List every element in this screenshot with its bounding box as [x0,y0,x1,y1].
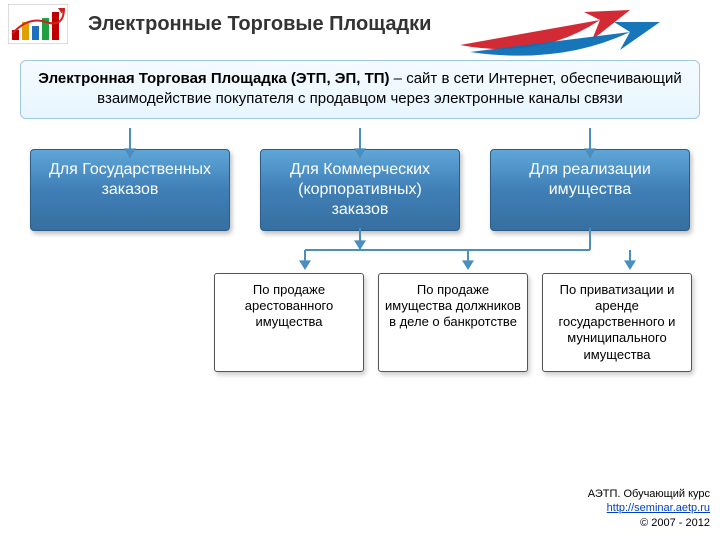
footer-link[interactable]: http://seminar.aetp.ru [607,502,710,514]
footer-copyright: © 2007 - 2012 [588,516,710,530]
definition-box: Электронная Торговая Площадка (ЭТП, ЭП, … [20,60,700,119]
footer-course: АЭТП. Обучающий курс [588,487,710,501]
footer: АЭТП. Обучающий курс http://seminar.aetp… [588,487,710,530]
category-row: Для Государственных заказов Для Коммерче… [30,149,690,231]
category-gov: Для Государственных заказов [30,149,230,231]
sub-privatization: По приватизации и аренде государственног… [542,273,692,372]
logo-chart-icon [8,4,68,44]
header: Электронные Торговые Площадки [0,0,720,48]
definition-term: Электронная Торговая Площадка (ЭТП, ЭП, … [38,70,389,87]
category-property: Для реализации имущества [490,149,690,231]
page-title: Электронные Торговые Площадки [88,13,431,36]
sub-arrested: По продаже арестованного имущества [214,273,364,372]
sub-bankruptcy: По продаже имущества должников в деле о … [378,273,528,372]
subcategory-row: По продаже арестованного имущества По пр… [0,273,692,372]
category-commercial: Для Коммерческих (корпоративных) заказов [260,149,460,231]
